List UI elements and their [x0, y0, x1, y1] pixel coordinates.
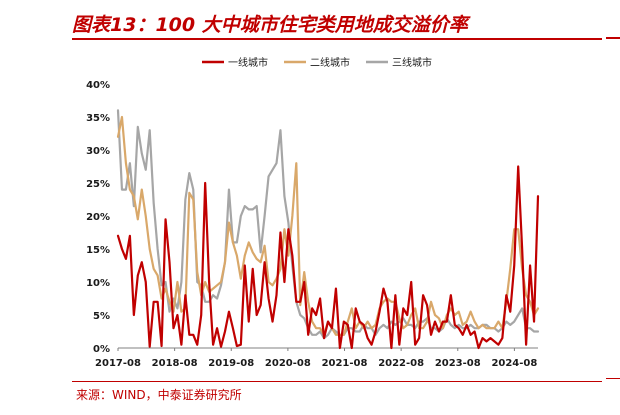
- x-tick-label: 2023-08: [435, 358, 481, 369]
- x-tick-label: 2021-08: [322, 358, 368, 369]
- source-note: 来源：WIND，中泰证券研究所: [76, 388, 242, 402]
- y-tick-label: 20%: [86, 212, 110, 223]
- x-tick-label: 2017-08: [95, 358, 141, 369]
- legend-label-3: 三线城市: [392, 56, 432, 69]
- x-tick-label: 2019-08: [208, 358, 254, 369]
- x-tick-label: 2024-08: [491, 358, 537, 369]
- y-tick-label: 25%: [86, 179, 110, 190]
- source-divider: [72, 381, 602, 382]
- edge-rule-top: [606, 37, 620, 39]
- y-tick-label: 10%: [86, 278, 110, 289]
- chart-container: 0% 5% 10% 15% 20% 25% 30% 35% 40% 2017-08 2018-08 2…: [72, 42, 552, 378]
- y-tick-label: 5%: [93, 311, 110, 322]
- y-tick-label: 15%: [86, 245, 110, 256]
- edge-rule-bottom: [606, 378, 620, 379]
- series-line-1: [116, 165, 540, 350]
- x-tick-label: 2022-08: [378, 358, 424, 369]
- legend-label-1: 一线城市: [228, 56, 268, 69]
- series-line-2: [116, 115, 540, 336]
- y-tick-label: 0%: [93, 344, 110, 355]
- x-tick-label: 2018-08: [152, 358, 198, 369]
- y-tick-label: 35%: [86, 113, 110, 124]
- y-tick-label: 30%: [86, 146, 110, 157]
- figure-header: 图表13：100 大中城市住宅类用地成交溢价率: [72, 8, 602, 40]
- figure-title: 图表13：100 大中城市住宅类用地成交溢价率: [72, 14, 468, 36]
- line-chart: 0% 5% 10% 15% 20% 25% 30% 35% 40% 2017-08 2018-08 2…: [86, 56, 540, 369]
- x-tick-label: 2020-08: [265, 358, 311, 369]
- legend-label-2: 二线城市: [310, 56, 350, 69]
- y-tick-label: 40%: [86, 80, 110, 91]
